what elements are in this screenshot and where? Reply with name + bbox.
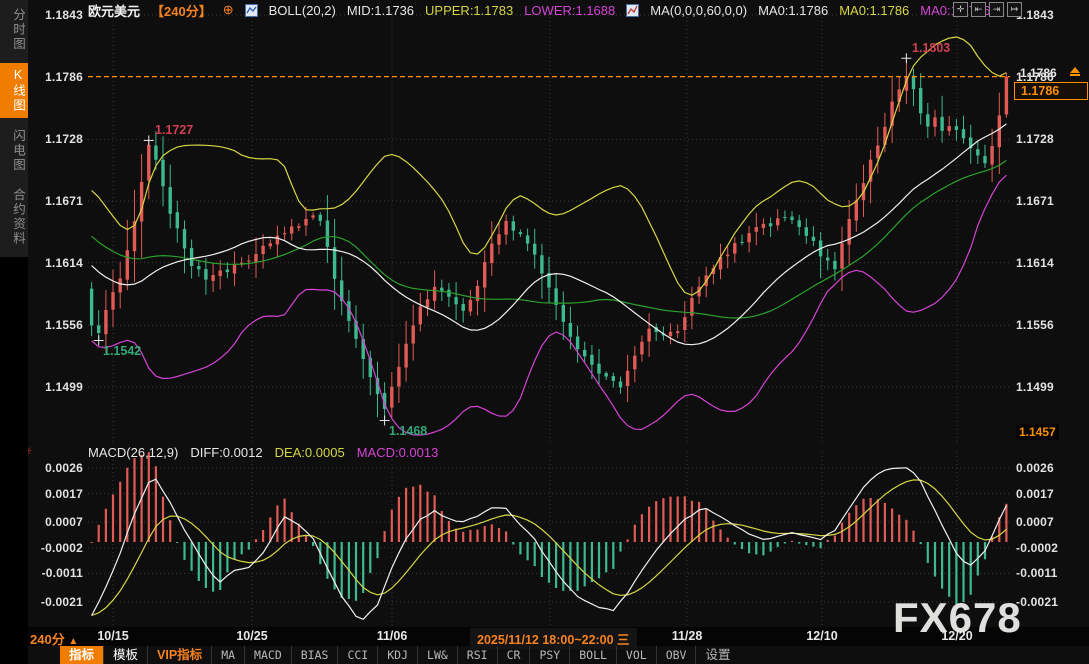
- tab-模板[interactable]: 模板: [103, 646, 147, 664]
- macd-axis-label: 0.0007: [1016, 515, 1054, 529]
- price-axis-label: 1.1499: [45, 380, 83, 394]
- price-axis-label: 1.1556: [45, 318, 83, 332]
- indicator-tab-bar: 指标 模板 VIP指标 MA MACD BIAS CCI KDJ LW& RSI CR PSY BOLL…: [60, 646, 740, 664]
- current-price-box: 1.1786: [1014, 81, 1088, 100]
- macd-axis-label: -0.0021: [40, 595, 83, 609]
- macd-params-label: MACD(26,12,9): [88, 445, 179, 460]
- date-tick-label: 10/15: [97, 629, 129, 643]
- tab-OBV[interactable]: OBV: [655, 646, 696, 664]
- price-axis-label: 1.1786: [1016, 70, 1054, 84]
- indicator-legend: 欧元美元 【240分】 ⊕ BOLL(20,2) MID:1.1736 UPPE…: [88, 1, 990, 19]
- sidebar-item-合约资料[interactable]: 合约资料: [11, 188, 25, 246]
- time-axis: 240分 ▲ 2025/11/12 18:00~22:00 三 10/15 10/…: [0, 627, 1089, 649]
- price-annotation: 1.1727: [155, 123, 194, 137]
- tab-VOL[interactable]: VOL: [615, 646, 656, 664]
- date-tick-label: 10/25: [236, 629, 268, 643]
- macd-axis-label: -0.0021: [1016, 595, 1059, 609]
- price-axis-label: 1.1843: [1016, 8, 1054, 22]
- price-axis-label: 1.1728: [1016, 132, 1054, 146]
- macd-diff-value: DIFF:0.0012: [190, 445, 263, 460]
- tab-RSI[interactable]: RSI: [456, 646, 497, 664]
- boll-indicator-icon: [244, 3, 258, 17]
- macd-axis-label: 0.0026: [45, 461, 83, 475]
- price-annotation: 1.1542: [103, 344, 142, 358]
- price-annotation: 1.1468: [389, 424, 428, 438]
- tab-VIP指标[interactable]: VIP指标: [147, 646, 211, 664]
- date-tick-label: 11/28: [671, 629, 703, 643]
- ma-indicator-icon: [626, 3, 640, 17]
- macd-dea-value: DEA:0.0005: [274, 445, 345, 460]
- add-indicator-icon[interactable]: ⊕: [222, 2, 234, 17]
- brand-watermark: FX678: [893, 594, 1022, 641]
- macd-axis-label: 0.0017: [1016, 487, 1054, 501]
- price-axis-label: 1.1786: [45, 70, 83, 84]
- axis-scale-right-icon[interactable]: ⇥: [989, 2, 1004, 17]
- latest-price-marker-icon[interactable]: [1069, 66, 1081, 77]
- price-annotation: 1.1803: [912, 41, 951, 55]
- period-selector[interactable]: 240分 ▲: [30, 632, 79, 647]
- price-axis-label: 1.1556: [1016, 318, 1054, 332]
- price-axis-label: 1.1614: [45, 256, 83, 270]
- tab-MACD[interactable]: MACD: [244, 646, 291, 664]
- tab-CCI[interactable]: CCI: [337, 646, 377, 664]
- lowest-price-label: 1.1457: [1016, 424, 1059, 441]
- tab-CR[interactable]: CR: [496, 646, 530, 664]
- tab-LW&[interactable]: LW&: [417, 646, 457, 664]
- price-axis-label: 1.1671: [1016, 194, 1054, 208]
- tab-MA[interactable]: MA: [211, 646, 244, 664]
- ma0-yellow-value: MA0:1.1786: [839, 2, 910, 18]
- price-axis-label: 1.1614: [1016, 256, 1054, 270]
- axis-scale-left-icon[interactable]: ⇤: [971, 2, 986, 17]
- tab-设置[interactable]: 设置: [695, 646, 739, 664]
- boll-params-label: BOLL(20,2): [268, 2, 336, 18]
- boll-upper-value: UPPER:1.1783: [425, 2, 514, 18]
- period-label[interactable]: 【240分】: [151, 3, 212, 19]
- tab-BIAS[interactable]: BIAS: [290, 646, 338, 664]
- price-axis-label: 1.1671: [45, 194, 83, 208]
- price-axis-label: 1.1843: [45, 8, 83, 22]
- macd-axis-label: -0.0002: [1016, 541, 1059, 555]
- date-tick-label: 11/06: [376, 629, 408, 643]
- macd-axis-label: -0.0011: [41, 566, 83, 580]
- chart-toolbar: ✛ ⇤ ⇥ ↦: [953, 2, 1022, 17]
- tab-指标[interactable]: 指标: [60, 646, 104, 664]
- macd-axis-label: 0.0026: [1016, 461, 1054, 475]
- price-axis-label: 1.1728: [45, 132, 83, 146]
- chevron-up-icon: ▲: [68, 636, 79, 647]
- export-chart-icon[interactable]: ↦: [1007, 2, 1022, 17]
- boll-mid-value: MID:1.1736: [346, 2, 415, 18]
- tab-BOLL[interactable]: BOLL: [569, 646, 616, 664]
- macd-axis-label: -0.0011: [1016, 566, 1058, 580]
- date-tick-label: 12/10: [806, 629, 838, 643]
- ma0-white-value: MA0:1.1786: [758, 2, 829, 18]
- macd-axis-label: 0.0017: [45, 487, 83, 501]
- date-tick-label: 12/20: [941, 629, 973, 643]
- sidebar-item-K线图[interactable]: K线图: [0, 62, 28, 118]
- macd-axis-label: 0.0007: [45, 515, 83, 529]
- chart-mode-list: 分时图 K线图闪电图合约资料: [0, 0, 28, 257]
- sidebar-item-闪电图[interactable]: 闪电图: [11, 128, 25, 173]
- macd-macd-value: MACD:0.0013: [356, 445, 439, 460]
- axis-last-price-label: 1.1786: [1020, 65, 1057, 80]
- macd-legend: MACD(26,12,9) DIFF:0.0012 DEA:0.0005 MAC…: [88, 445, 438, 460]
- tab-PSY[interactable]: PSY: [529, 646, 569, 664]
- price-axis-label: 1.1499: [1016, 380, 1054, 394]
- crosshair-datetime-label: 2025/11/12 18:00~22:00 三: [470, 628, 637, 649]
- pan-tool-icon[interactable]: ✛: [953, 2, 968, 17]
- tab-KDJ[interactable]: KDJ: [377, 646, 417, 664]
- chart-mode-sidebar: 分时图 K线图闪电图合约资料: [0, 0, 28, 664]
- boll-lower-value: LOWER:1.1688: [524, 2, 616, 18]
- symbol-name: 欧元美元: [88, 3, 141, 19]
- macd-axis-label: -0.0002: [40, 541, 83, 555]
- sidebar-item-分时图[interactable]: 分时图: [11, 8, 25, 52]
- ma-params-label: MA(0,0,0,60,0,0): [650, 2, 748, 18]
